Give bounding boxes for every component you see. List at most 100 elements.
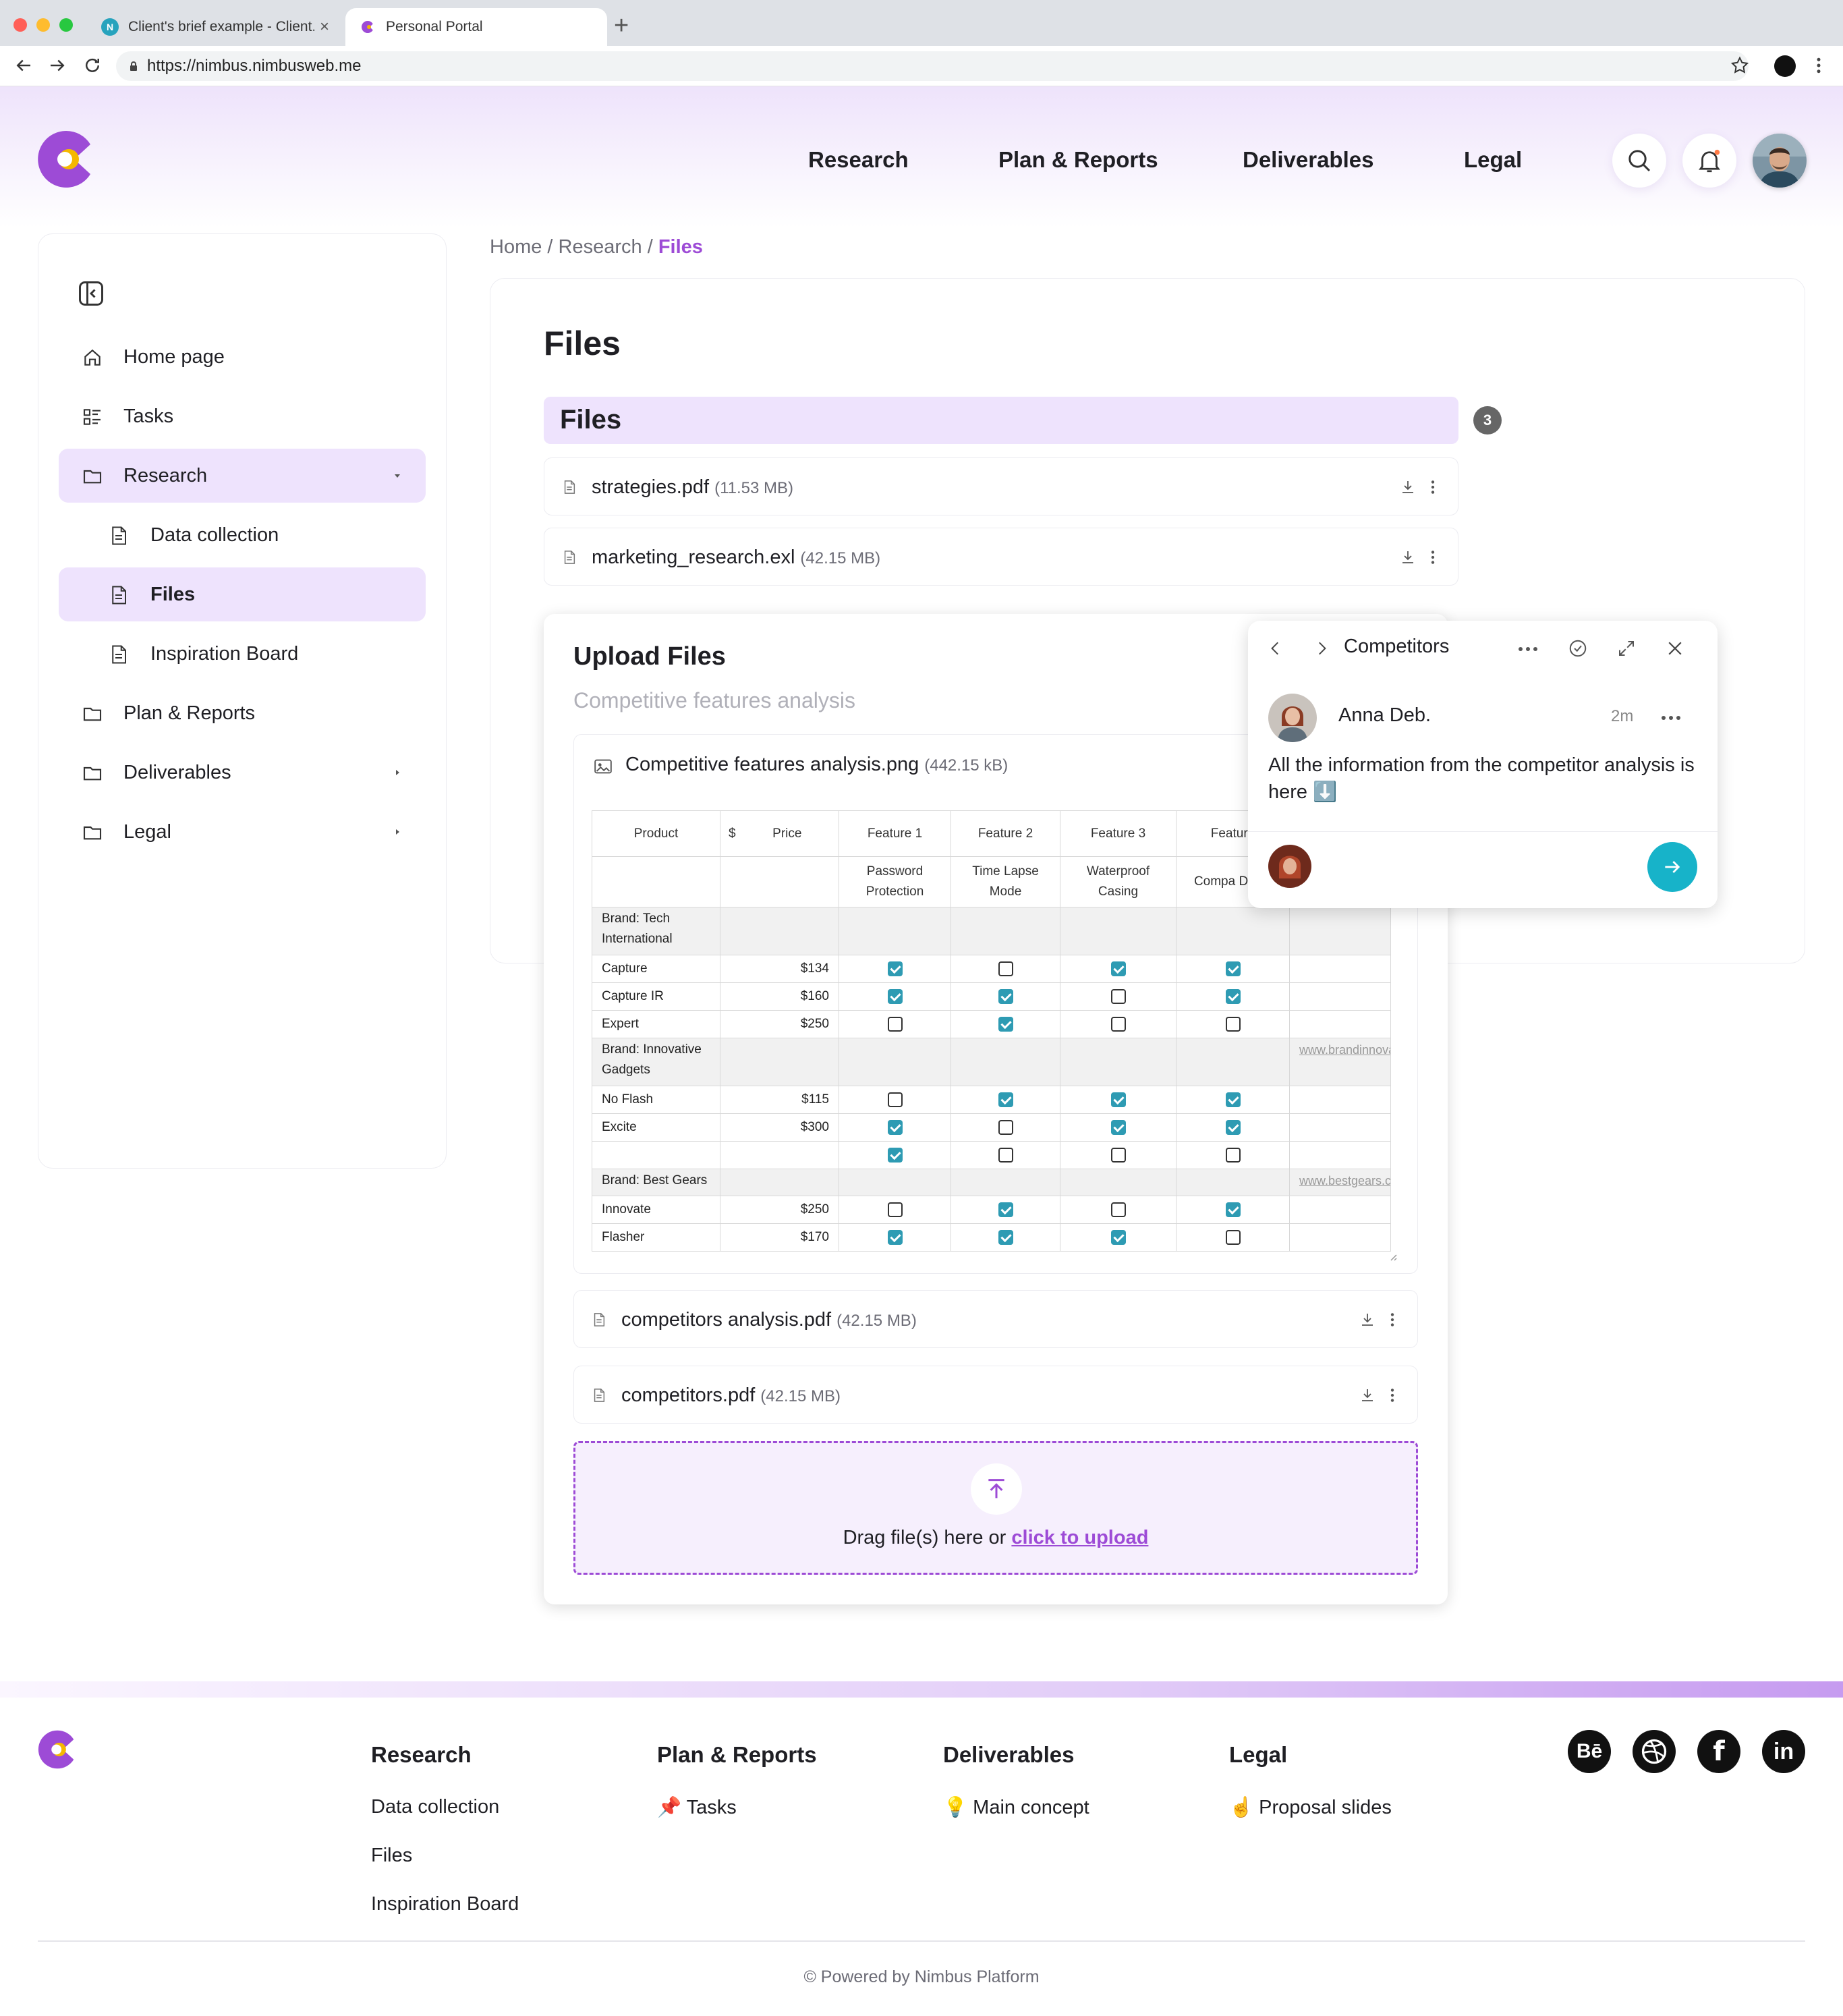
footer-heading-legal[interactable]: Legal: [1229, 1742, 1288, 1767]
footer-logo[interactable]: [36, 1729, 76, 1770]
facebook-icon[interactable]: f: [1697, 1730, 1740, 1773]
more-vertical-icon[interactable]: [1389, 1387, 1396, 1404]
caret-down-icon[interactable]: [393, 472, 401, 480]
download-icon[interactable]: [1359, 1387, 1376, 1404]
bookmark-star-icon[interactable]: [1730, 55, 1750, 76]
price-cell: [720, 1140, 839, 1169]
empty-cell: [1176, 1037, 1290, 1087]
brand-row: Brand: Best Gears www.bestgears.com: [592, 1168, 1391, 1197]
user-avatar[interactable]: [1753, 134, 1807, 188]
chevron-left-icon[interactable]: [1267, 638, 1284, 659]
browser-tab-personal-portal[interactable]: Personal Portal: [345, 8, 607, 46]
empty-cell: [720, 1037, 839, 1087]
more-vertical-icon[interactable]: [1429, 478, 1436, 496]
resolve-check-icon[interactable]: [1568, 638, 1588, 659]
nav-research[interactable]: Research: [808, 147, 909, 172]
sidebar-item-files[interactable]: Files: [59, 567, 426, 621]
footer-link[interactable]: Inspiration Board: [371, 1893, 519, 1915]
close-tab-icon[interactable]: ×: [319, 18, 329, 36]
file-icon: [594, 1313, 605, 1326]
more-horizontal-icon[interactable]: [1518, 646, 1538, 652]
footer-link[interactable]: 📌 Tasks: [657, 1797, 737, 1818]
download-icon[interactable]: [1400, 549, 1416, 566]
sidebar-item-home-page[interactable]: Home page: [59, 330, 426, 384]
sidebar-item-deliverables[interactable]: Deliverables: [59, 746, 426, 800]
close-window-button[interactable]: [13, 18, 27, 32]
feature-cell: [1176, 1223, 1290, 1252]
file-row[interactable]: strategies.pdf (11.53 MB): [544, 457, 1458, 515]
forward-arrow-icon[interactable]: [47, 55, 67, 76]
download-icon[interactable]: [1359, 1311, 1376, 1328]
file-name: competitors.pdf: [621, 1384, 756, 1406]
resize-handle-icon[interactable]: [1388, 1252, 1397, 1261]
send-reply-button[interactable]: [1647, 842, 1697, 892]
checked-checkbox-icon: [887, 961, 903, 977]
breadcrumb-home[interactable]: Home: [490, 236, 542, 258]
powered-by-text: © Powered by Nimbus Platform: [803, 1967, 1040, 1986]
sidebar-item-legal[interactable]: Legal: [59, 805, 426, 859]
footer-link[interactable]: Data collection: [371, 1796, 500, 1818]
chevron-right-icon[interactable]: [1313, 638, 1330, 659]
more-vertical-icon[interactable]: [1389, 1311, 1396, 1328]
price-cell: $115: [720, 1086, 839, 1114]
caret-right-icon[interactable]: [393, 828, 401, 836]
product-row: No Flash $115: [592, 1086, 1391, 1114]
url-field[interactable]: https://nimbus.nimbusweb.me: [116, 51, 1749, 81]
product-name-cell: Excite: [592, 1113, 720, 1142]
new-tab-button[interactable]: +: [614, 11, 629, 40]
back-arrow-icon[interactable]: [13, 55, 34, 76]
file-row[interactable]: marketing_research.exl (42.15 MB): [544, 528, 1458, 586]
feature-cell: [839, 1086, 951, 1114]
column-subheader: Time Lapse Mode: [951, 856, 1060, 907]
image-name-line: Competitive features analysis.png (442.15…: [625, 754, 1008, 776]
empty-cell: [951, 1037, 1060, 1087]
breadcrumb-research[interactable]: Research: [558, 236, 642, 258]
browser-menu-icon[interactable]: [1813, 55, 1824, 76]
reload-icon[interactable]: [82, 55, 103, 76]
download-icon[interactable]: [1400, 478, 1416, 496]
comment-more-icon[interactable]: [1661, 715, 1681, 721]
empty-cell: [1289, 1113, 1391, 1142]
sidebar-item-research[interactable]: Research: [59, 449, 426, 503]
address-bar: https://nimbus.nimbusweb.me: [0, 46, 1843, 86]
footer-heading-plan-reports[interactable]: Plan & Reports: [657, 1742, 817, 1767]
footer-link[interactable]: 💡 Main concept: [943, 1797, 1089, 1818]
file-row[interactable]: competitors analysis.pdf (42.15 MB): [573, 1290, 1418, 1348]
close-icon[interactable]: [1665, 638, 1685, 659]
caret-right-icon[interactable]: [393, 768, 401, 777]
linkedin-icon[interactable]: in: [1762, 1730, 1805, 1773]
empty-cell: [1289, 1140, 1391, 1169]
notifications-button[interactable]: [1682, 134, 1736, 188]
maximize-window-button[interactable]: [59, 18, 73, 32]
document-icon: [112, 586, 126, 605]
profile-extension-icon[interactable]: [1774, 55, 1796, 77]
search-button[interactable]: [1612, 134, 1666, 188]
sidebar-item-tasks[interactable]: Tasks: [59, 389, 426, 443]
footer-heading-research[interactable]: Research: [371, 1742, 472, 1767]
file-drop-zone[interactable]: Drag file(s) here or click to upload: [573, 1441, 1418, 1575]
browser-tab-client-brief[interactable]: N Client's brief example - Client... ×: [88, 8, 343, 46]
checked-checkbox-icon: [1225, 1119, 1241, 1135]
nav-deliverables[interactable]: Deliverables: [1243, 147, 1374, 172]
sidebar-item-inspiration-board[interactable]: Inspiration Board: [59, 627, 426, 681]
nav-legal[interactable]: Legal: [1464, 147, 1523, 172]
footer-link[interactable]: Files: [371, 1845, 413, 1866]
product-row: Innovate $250: [592, 1196, 1391, 1225]
collapse-sidebar-icon[interactable]: [76, 279, 106, 308]
click-to-upload-link[interactable]: click to upload: [1011, 1527, 1149, 1548]
behance-icon[interactable]: Bē: [1568, 1730, 1611, 1773]
sidebar-item-data-collection[interactable]: Data collection: [59, 508, 426, 562]
more-vertical-icon[interactable]: [1429, 549, 1436, 566]
footer-link[interactable]: ☝️ Proposal slides: [1229, 1797, 1392, 1818]
file-name-line: competitors analysis.pdf (42.15 MB): [621, 1291, 917, 1350]
portal-logo[interactable]: [35, 128, 93, 190]
file-row[interactable]: competitors.pdf (42.15 MB): [573, 1366, 1418, 1424]
expand-icon[interactable]: [1616, 638, 1637, 659]
footer-heading-deliverables[interactable]: Deliverables: [943, 1742, 1075, 1767]
sidebar-item-plan-reports[interactable]: Plan & Reports: [59, 686, 426, 740]
dribbble-icon[interactable]: [1633, 1730, 1676, 1773]
feature-cell: [839, 982, 951, 1011]
checked-checkbox-icon: [887, 1230, 903, 1245]
minimize-window-button[interactable]: [36, 18, 50, 32]
nav-plan-reports[interactable]: Plan & Reports: [998, 147, 1158, 172]
